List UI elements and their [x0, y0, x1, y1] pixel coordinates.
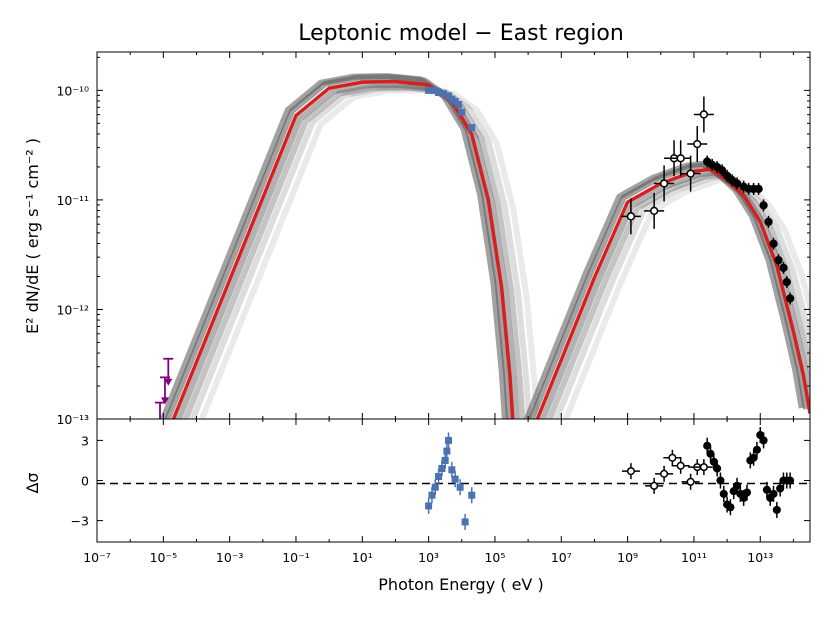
h-e-s-s--residual-12: [742, 488, 752, 497]
h-e-s-s--point-6: [732, 179, 742, 188]
x-ray-residual-11: [461, 518, 469, 526]
x-tick-label: 10¹¹: [681, 550, 707, 565]
bottom-y-tick-label: 0: [81, 474, 89, 489]
fermi-lat-residual-4: [676, 461, 685, 470]
sed-data-points: [155, 86, 795, 419]
x-tick-label: 10⁷: [551, 550, 572, 565]
h-e-s-s--residual-5: [719, 489, 728, 498]
h-e-s-s--point-3: [717, 166, 727, 175]
x-ray-residual-3: [435, 472, 443, 480]
x-ray-point-8: [458, 108, 466, 116]
x-ray-residual-6: [443, 447, 451, 455]
x-tick-label: 10⁻⁷: [83, 550, 111, 565]
x-ray-point-3: [440, 90, 448, 98]
fermi-lat-point-5: [686, 169, 695, 178]
h-e-s-s--point-11: [759, 201, 768, 210]
fermi-lat-point-2: [659, 179, 669, 188]
x-tick-label: 10⁻³: [216, 550, 244, 565]
x-tick-label: 10³: [418, 550, 439, 565]
fermi-lat-residual-3: [668, 453, 677, 462]
model-sample-curve-3: [182, 84, 810, 419]
best-fit-model: [171, 79, 810, 419]
h-e-s-s--point-4: [722, 171, 732, 180]
h-e-s-s--residual-22: [776, 484, 785, 493]
h-e-s-s--residual-21: [772, 505, 781, 514]
h-e-s-s--residual-9: [732, 481, 742, 490]
radio-point-1: [160, 397, 169, 405]
bottom-y-tick-label: 3: [81, 433, 89, 448]
h-e-s-s--residual-0: [703, 441, 712, 450]
x-tick-label: 10⁵: [484, 550, 505, 565]
x-ray-point-7: [454, 101, 462, 109]
fermi-lat-point-1: [649, 206, 659, 216]
h-e-s-s--point-16: [782, 277, 791, 287]
x-ray-residual-7: [445, 436, 453, 444]
x-ray-residual-9: [451, 475, 459, 483]
y-axis-label-bottom: Δσ: [23, 472, 42, 493]
x-tick-label: 10¹³: [747, 550, 773, 565]
model-curve: [171, 79, 810, 419]
x-ray-residual-5: [441, 456, 449, 464]
fermi-lat-point-0: [626, 212, 636, 221]
h-e-s-s--residual-20: [769, 489, 778, 498]
x-tick-label: 10¹: [352, 550, 373, 565]
x-ray-point-9: [468, 124, 476, 132]
y-axis-label-top: E² dN/dE ( erg s⁻¹ cm⁻² ): [23, 138, 42, 334]
fermi-lat-residual-5: [686, 477, 695, 486]
h-e-s-s--point-13: [769, 239, 778, 248]
h-e-s-s--residual-14: [749, 453, 758, 462]
radio-point-0: [164, 378, 173, 386]
h-e-s-s--residual-4: [716, 476, 725, 485]
x-ray-residual-10: [456, 483, 464, 491]
fermi-lat-point-4: [676, 154, 685, 163]
fermi-lat-point-7: [699, 110, 709, 119]
fermi-lat-residual-7: [699, 463, 708, 472]
x-ray-residual-12: [468, 491, 476, 499]
x-tick-label: 10⁻⁵: [150, 550, 178, 565]
h-e-s-s--point-10: [754, 184, 763, 194]
x-ray-point-2: [435, 89, 443, 97]
model-sample-curve-5: [198, 87, 810, 419]
h-e-s-s--residual-17: [759, 436, 768, 445]
bottom-y-tick-label: −3: [71, 514, 89, 529]
x-tick-label: 10⁹: [617, 550, 638, 565]
x-ray-residual-4: [438, 464, 446, 472]
x-ray-point-1: [430, 86, 438, 94]
x-ray-residual-0: [425, 502, 433, 510]
top-y-tick-label: 10⁻¹³: [56, 412, 89, 427]
top-y-tick-label: 10⁻¹⁰: [56, 83, 89, 98]
fermi-lat-point-6: [693, 139, 702, 149]
x-ray-residual-8: [448, 466, 456, 474]
fermi-lat-residual-1: [650, 481, 659, 490]
h-e-s-s--residual-7: [726, 503, 735, 512]
h-e-s-s--residual-25: [786, 476, 795, 485]
h-e-s-s--point-12: [764, 217, 773, 226]
top-y-tick-label: 10⁻¹¹: [56, 193, 89, 208]
h-e-s-s--residual-15: [752, 445, 761, 454]
h-e-s-s--point-15: [779, 263, 788, 272]
axis-ticks: 10⁻⁷ 10⁻⁵ 10⁻³ 10⁻¹ 10¹ 10³ 10⁵ 10⁷ 10⁹ 10¹¹ 10¹³ 1…: [56, 52, 810, 565]
residual-data-points: [425, 427, 795, 530]
x-ray-point-0: [425, 86, 433, 94]
h-e-s-s--residual-3: [713, 464, 722, 473]
x-ray-residual-1: [428, 491, 436, 499]
x-ray-residual-2: [431, 483, 439, 491]
fermi-lat-residual-0: [626, 467, 635, 476]
x-axis-label: Photon Energy ( eV ): [378, 575, 543, 594]
residual-panel-frame: [96, 418, 811, 543]
chart-title: Leptonic model − East region: [298, 21, 624, 46]
x-tick-label: 10⁻¹: [282, 550, 310, 565]
h-e-s-s--residual-1: [706, 449, 715, 458]
top-y-tick-label: 10⁻¹²: [56, 302, 89, 317]
h-e-s-s--point-14: [774, 255, 783, 265]
h-e-s-s--residual-2: [709, 457, 718, 466]
h-e-s-s--residual-18: [762, 485, 771, 494]
model-sample-curve-4: [189, 85, 810, 419]
fermi-lat-residual-2: [660, 469, 669, 478]
h-e-s-s--point-17: [785, 294, 795, 303]
